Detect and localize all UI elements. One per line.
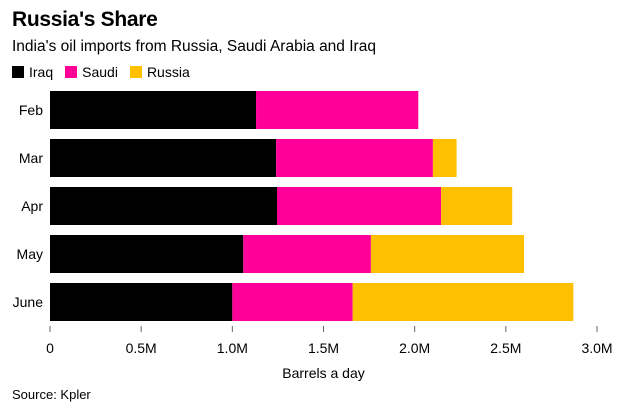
bar-russia-june <box>352 283 574 321</box>
legend-swatch-russia <box>129 66 142 78</box>
bar-saudi-apr <box>277 187 442 225</box>
bar-iraq-feb <box>50 91 257 129</box>
x-tick-label: 3.0M <box>581 340 612 356</box>
bar-iraq-mar <box>50 139 277 177</box>
bar-saudi-mar <box>276 139 433 177</box>
legend-swatch-saudi <box>65 66 78 78</box>
bar-russia-mar <box>432 139 457 177</box>
x-tick-label: 0 <box>46 340 54 356</box>
legend-swatch-iraq <box>12 66 24 78</box>
bar-iraq-may <box>50 235 244 273</box>
bar-iraq-june <box>50 283 233 321</box>
x-tick-label: 2.5M <box>490 340 521 356</box>
legend-item-iraq: Iraq <box>12 64 53 80</box>
category-label-june: June <box>13 294 44 310</box>
legend-item-saudi: Saudi <box>65 64 118 80</box>
legend-label-russia: Russia <box>146 64 190 80</box>
legend: Iraq Saudi Russia <box>12 64 202 80</box>
legend-item-russia: Russia <box>129 64 190 80</box>
chart-title: Russia's Share <box>12 8 158 31</box>
x-axis-title: Barrels a day <box>282 365 364 381</box>
x-tick-label: 2.0M <box>399 340 430 356</box>
category-label-may: May <box>17 246 43 262</box>
bar-russia-may <box>370 235 525 273</box>
chart-subtitle: India's oil imports from Russia, Saudi A… <box>12 38 376 55</box>
legend-label-saudi: Saudi <box>82 64 118 80</box>
legend-label-iraq: Iraq <box>29 64 54 80</box>
category-label-mar: Mar <box>19 150 43 166</box>
bar-saudi-june <box>232 283 353 321</box>
x-tick-label: 0.5M <box>126 340 157 356</box>
x-tick-label: 1.0M <box>217 340 248 356</box>
source-note: Source: Kpler <box>12 387 91 402</box>
category-label-feb: Feb <box>19 102 43 118</box>
bar-saudi-feb <box>256 91 419 129</box>
bar-saudi-may <box>243 235 371 273</box>
bar-iraq-apr <box>50 187 278 225</box>
category-label-apr: Apr <box>21 198 43 214</box>
bar-russia-apr <box>441 187 513 225</box>
x-tick-label: 1.5M <box>308 340 339 356</box>
